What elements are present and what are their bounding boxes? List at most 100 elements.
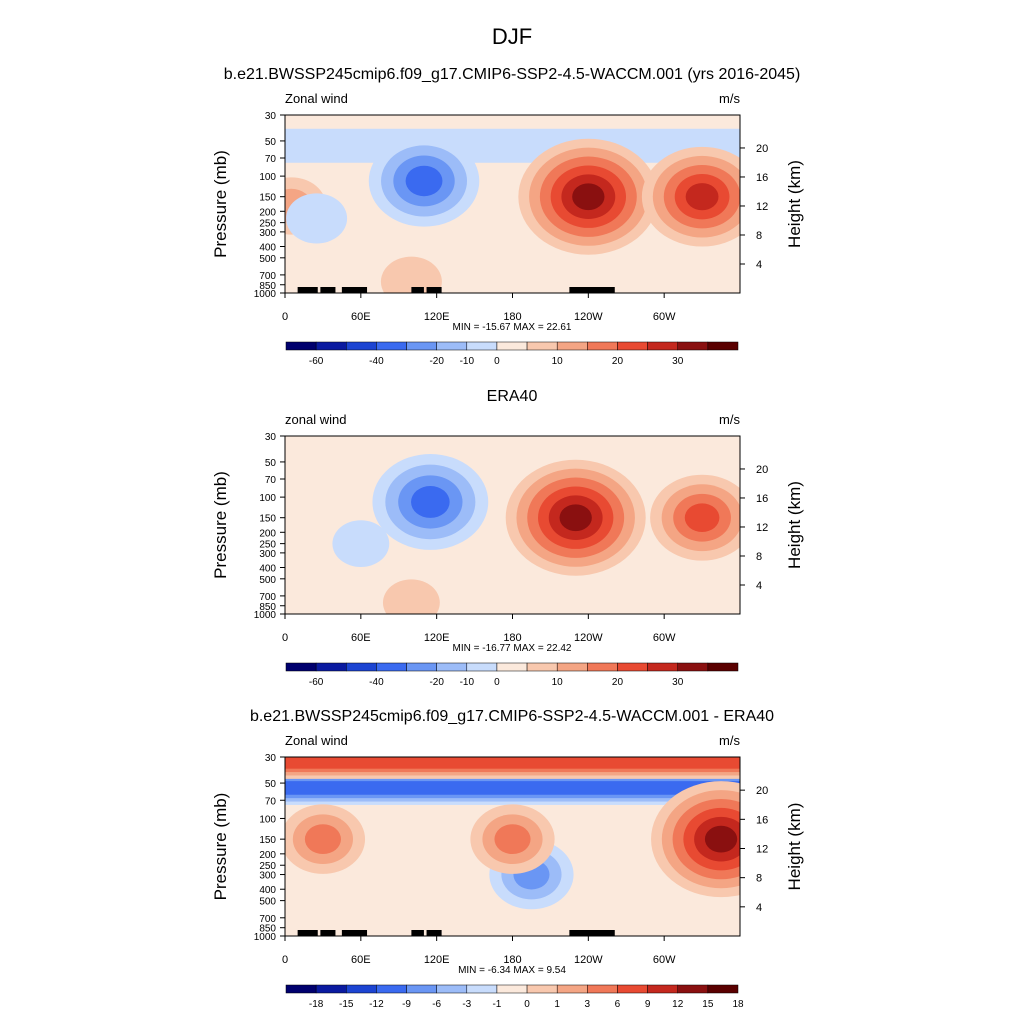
chart-panel-1: b.e21.BWSSP245cmip6.f09_g17.CMIP6-SSP2-4… [211, 66, 804, 367]
colorbar-swatch [315, 662, 347, 672]
colorbar: -18 -15 -12 -9 -6 -3 -1 0 1 3 6 9 12 15 18 [285, 984, 744, 1010]
topography-block-6 [569, 287, 615, 293]
colorbar-swatch [346, 984, 377, 994]
colorbar-swatch [436, 662, 468, 672]
x-tick-label: 0 [282, 954, 288, 966]
panel-title: b.e21.BWSSP245cmip6.f09_g17.CMIP6-SSP2-4… [250, 708, 774, 725]
y-tick-label: 30 [265, 753, 277, 764]
colorbar-label: 0 [524, 999, 530, 1010]
colorbar-swatch [436, 984, 468, 994]
colorbar-swatch [617, 341, 648, 351]
x-tick-label: 0 [282, 632, 288, 644]
colorbar-swatch [285, 341, 317, 351]
y-tick-label: 400 [259, 242, 276, 253]
y-tick-label: 400 [259, 885, 276, 896]
variable-label: Zonal wind [285, 91, 348, 106]
y-tick-label: 700 [259, 271, 276, 282]
y-tick-label: 700 [259, 914, 276, 925]
y-tick-label: 500 [259, 897, 276, 908]
colorbar-label: -20 [429, 677, 444, 688]
topography-block-4 [411, 287, 424, 293]
y2-tick-label: 4 [756, 580, 762, 592]
x-tick-label: 180 [503, 311, 521, 323]
topography-block-4 [411, 930, 424, 936]
y-tick-label: 50 [265, 779, 277, 790]
colorbar-swatch [496, 662, 528, 672]
y2-axis-label: Height (km) [785, 803, 804, 891]
colorbar-label: 0 [494, 677, 500, 688]
colorbar-swatch [677, 662, 709, 672]
topography [297, 287, 615, 293]
colorbar-swatch [647, 341, 678, 351]
y2-tick-label: 12 [756, 843, 768, 855]
y-tick-label: 100 [259, 172, 276, 183]
y-tick-label: 1000 [254, 289, 277, 300]
topography-block-6 [569, 930, 615, 936]
y-tick-label: 70 [265, 796, 277, 807]
colorbar-label: -20 [429, 356, 444, 367]
colorbar-swatch [466, 341, 498, 351]
y2-tick-label: 8 [756, 551, 762, 563]
colorbar-label: -60 [309, 356, 324, 367]
y-tick-label: 200 [259, 850, 276, 861]
colorbar-label: -9 [402, 999, 411, 1010]
x-tick-label: 60E [351, 632, 371, 644]
y-tick-label: 150 [259, 835, 276, 846]
colorbar-swatch [617, 984, 648, 994]
x-tick-label: 0 [282, 311, 288, 323]
y-tick-label: 1000 [254, 610, 277, 621]
y2-tick-label: 8 [756, 873, 762, 885]
colorbar-swatch [346, 341, 377, 351]
colorbar-label: 3 [585, 999, 591, 1010]
colorbar-label: 10 [552, 356, 564, 367]
units-label: m/s [719, 733, 740, 748]
colorbar-swatch [285, 984, 317, 994]
colorbar-swatch [526, 662, 558, 672]
y-tick-label: 250 [259, 219, 276, 230]
chart-panel-2: ERA40 zonal wind m/s 0 60E 120E 180 120W 60W 30 50… [211, 388, 804, 688]
colorbar-label: -12 [369, 999, 384, 1010]
figure-title: DJF [492, 24, 532, 49]
topography-block-3 [341, 287, 368, 293]
colorbar-swatch [526, 984, 558, 994]
colorbar-swatch [376, 662, 407, 672]
colorbar-label: -10 [460, 677, 475, 688]
colorbar-swatch [587, 341, 618, 351]
y-tick-label: 200 [259, 528, 276, 539]
colorbar-swatch [677, 984, 709, 994]
y-tick-label: 500 [259, 254, 276, 265]
contour-field [332, 454, 740, 614]
y-tick-label: 700 [259, 592, 276, 603]
colorbar: -60 -40 -20 -10 0 10 20 30 [285, 662, 739, 688]
x-tick-label: 180 [503, 632, 521, 644]
x-tick-label: 120W [574, 954, 603, 966]
colorbar-label: -10 [460, 356, 475, 367]
y-axis-label: Pressure (mb) [211, 150, 230, 258]
colorbar-label: 18 [732, 999, 744, 1010]
y-tick-label: 250 [259, 861, 276, 872]
y-tick-label: 30 [265, 432, 277, 443]
units-label: m/s [719, 412, 740, 427]
colorbar-swatch [707, 662, 739, 672]
min-max-stats: MIN = -15.67 MAX = 22.61 [453, 322, 572, 333]
topography [297, 930, 615, 936]
y-tick-label: 400 [259, 563, 276, 574]
variable-label: Zonal wind [285, 733, 348, 748]
colorbar-label: 15 [702, 999, 714, 1010]
colorbar-swatch [556, 341, 588, 351]
colorbar-label: 9 [645, 999, 651, 1010]
contour-blob-1-level-4 [411, 485, 450, 518]
colorbar-swatch [406, 341, 437, 351]
y-tick-label: 50 [265, 458, 277, 469]
colorbar-swatch [406, 984, 437, 994]
units-label: m/s [719, 91, 740, 106]
contour-blob-4-level-1 [332, 520, 390, 567]
y-tick-label: 150 [259, 193, 276, 204]
x-tick-label: 60E [351, 311, 371, 323]
colorbar-swatch [556, 662, 588, 672]
colorbar-swatch [707, 984, 739, 994]
y-tick-label: 100 [259, 814, 276, 825]
x-tick-label: 120W [574, 311, 603, 323]
x-tick-label: 60W [653, 954, 676, 966]
